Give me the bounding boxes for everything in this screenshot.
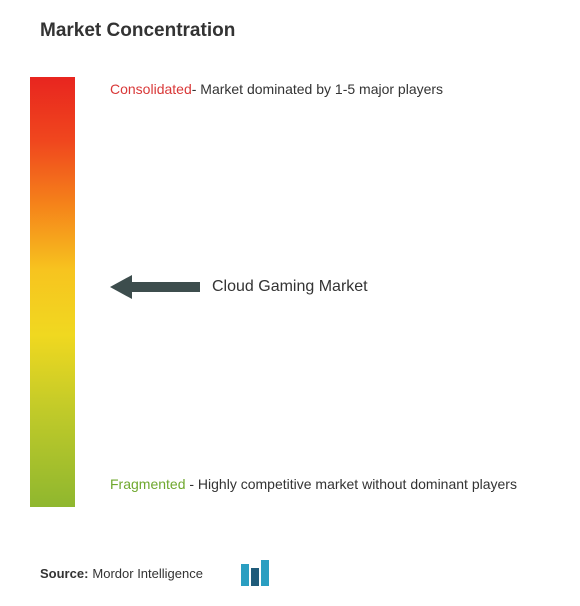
source-value: Mordor Intelligence bbox=[92, 566, 203, 581]
market-name-label: Cloud Gaming Market bbox=[212, 278, 368, 296]
footer: Source: Mordor Intelligence bbox=[40, 560, 550, 586]
fragmented-keyword: Fragmented bbox=[110, 476, 185, 492]
concentration-gradient-bar bbox=[30, 77, 75, 507]
mordor-logo-icon bbox=[241, 560, 269, 586]
fragmented-description: - Highly competitive market without domi… bbox=[185, 476, 516, 492]
consolidated-description: - Market dominated by 1-5 major players bbox=[192, 81, 443, 97]
fragmented-label: Fragmented - Highly competitive market w… bbox=[110, 473, 527, 497]
consolidated-label: Consolidated- Market dominated by 1-5 ma… bbox=[110, 79, 443, 100]
market-indicator: Cloud Gaming Market bbox=[110, 272, 368, 302]
arrow-left-icon bbox=[110, 272, 200, 302]
chart-area: Consolidated- Market dominated by 1-5 ma… bbox=[30, 77, 550, 507]
labels-column: Consolidated- Market dominated by 1-5 ma… bbox=[110, 77, 550, 507]
page-title: Market Concentration bbox=[40, 20, 550, 42]
source-label: Source: bbox=[40, 566, 88, 581]
consolidated-keyword: Consolidated bbox=[110, 81, 192, 97]
